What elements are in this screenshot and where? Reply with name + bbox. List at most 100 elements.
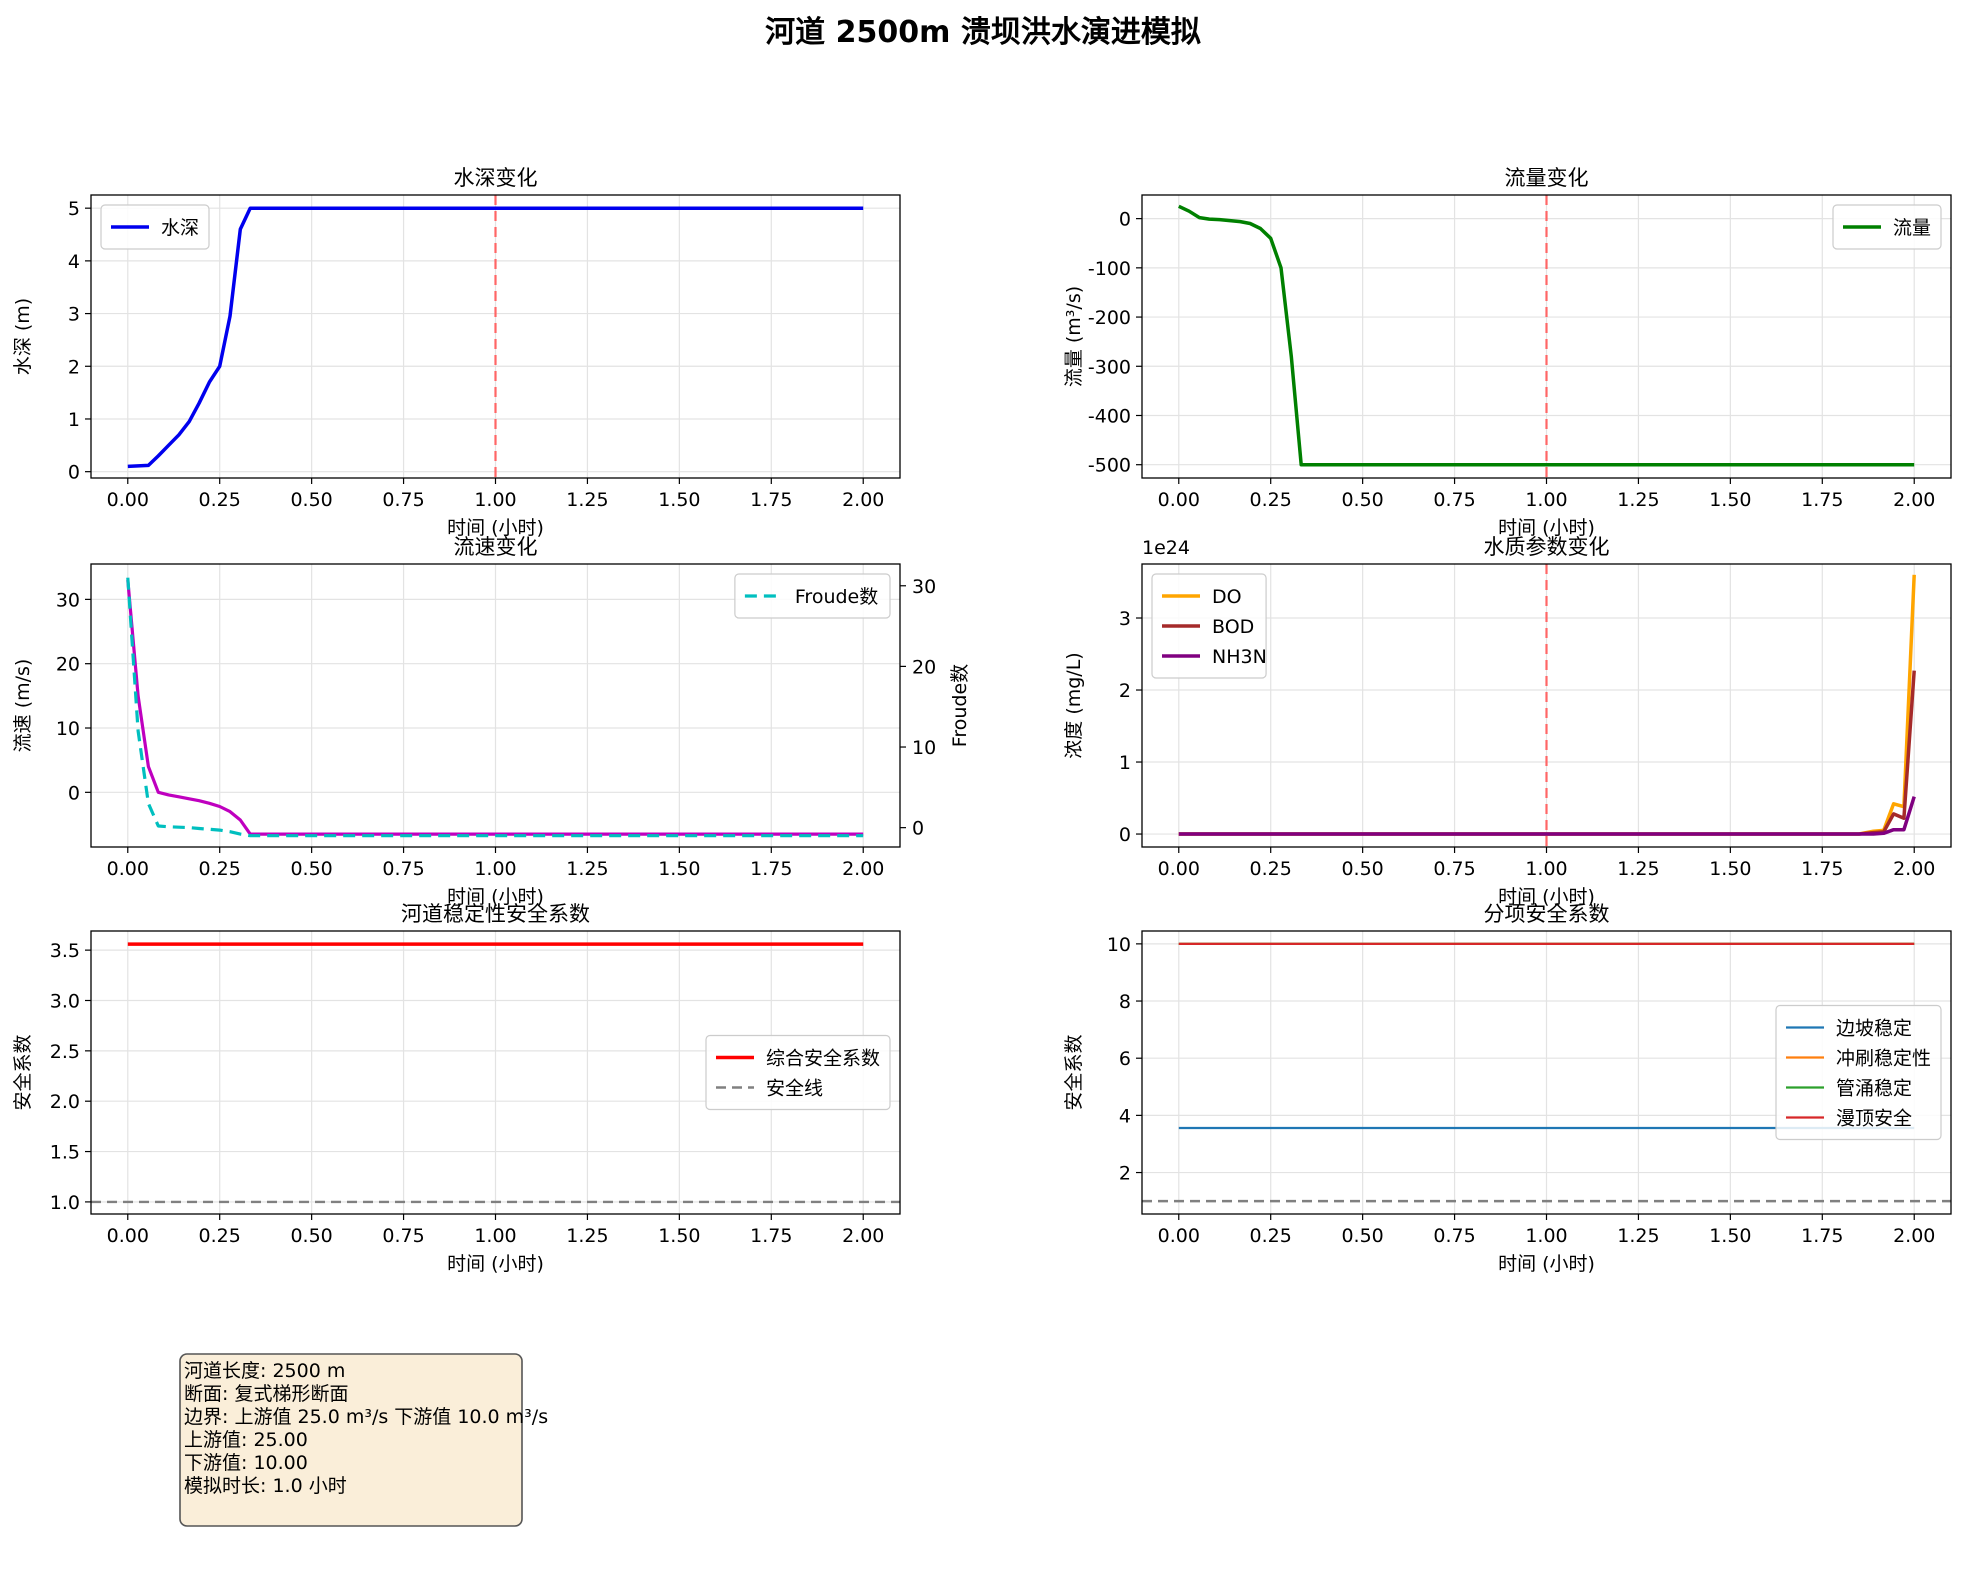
legend-box	[1832, 204, 1942, 250]
y-tick-label: 1	[1119, 752, 1131, 774]
y-axis-label: 浓度 (mg/L)	[1063, 652, 1085, 758]
plot-area	[91, 942, 900, 1204]
x-axis-label: 时间 (小时)	[447, 1253, 544, 1275]
x-tick-label: 0.25	[199, 858, 241, 880]
subplot-p2: 0.00 0.25 0.50 0.75 1.00 1.25 1.50 1.75 2.00 0 -10…	[1063, 166, 1952, 539]
y-tick-label: -300	[1088, 356, 1131, 378]
y-tick-label: 1	[68, 409, 80, 431]
y-axis-label: 安全系数	[12, 1034, 34, 1110]
legend-box	[100, 204, 210, 250]
x-tick-label: 1.75	[1801, 489, 1843, 511]
y-axis-label: 流速 (m/s)	[12, 659, 34, 753]
legend-box	[705, 1034, 891, 1111]
legend-label: 水深	[161, 217, 199, 239]
y-tick-label: 2.5	[50, 1041, 80, 1063]
subplot-p3: 0.00 0.25 0.50 0.75 1.00 1.25 1.50 1.75 2.00 0 10 2…	[12, 535, 971, 908]
y-tick-label: 3.5	[50, 940, 80, 962]
x-tick-label: 0.25	[199, 489, 241, 511]
y-tick-label: 2.0	[50, 1091, 80, 1113]
y-tick-label: 1.5	[50, 1142, 80, 1164]
subplot-title: 河道稳定性安全系数	[401, 902, 590, 926]
legend-label: 流量	[1893, 217, 1931, 239]
x-tick-label: 0.25	[199, 1225, 241, 1247]
x-tick-label: 0.50	[1341, 1225, 1383, 1247]
y-tick-label: -400	[1088, 405, 1131, 427]
legend: 流量	[1832, 204, 1942, 250]
subplot-title: 水深变化	[454, 166, 538, 190]
y-tick-label: 8	[1119, 991, 1131, 1013]
x-tick-label: 2.00	[1893, 1225, 1935, 1247]
legend-box	[1151, 573, 1267, 679]
y-tick-label: 4	[68, 251, 80, 273]
x-tick-label: 1.50	[1709, 858, 1751, 880]
legend-label: 管涌稳定	[1836, 1078, 1912, 1100]
x-tick-label: 1.00	[1525, 1225, 1567, 1247]
x-axis-label: 时间 (小时)	[1498, 886, 1595, 908]
y-tick-label: -200	[1088, 307, 1131, 329]
x-tick-label: 0.75	[1433, 858, 1475, 880]
x-tick-label: 0.75	[1433, 489, 1475, 511]
y-right-tick-label: 30	[912, 576, 936, 598]
x-tick-label: 0.50	[290, 489, 332, 511]
x-tick-label: 1.75	[750, 489, 792, 511]
legend-label: 边坡稳定	[1836, 1018, 1912, 1040]
info-line: 上游值: 25.00	[184, 1429, 308, 1451]
y-right-tick-label: 10	[912, 737, 936, 759]
legend-label: 综合安全系数	[766, 1048, 880, 1070]
legend-label: 安全线	[766, 1078, 823, 1100]
x-tick-label: 1.25	[1617, 1225, 1659, 1247]
x-axis-label: 时间 (小时)	[1498, 517, 1595, 539]
x-tick-label: 0.00	[107, 1225, 149, 1247]
y-axis-label: 水深 (m)	[12, 298, 34, 375]
subplot-title: 流量变化	[1505, 166, 1589, 190]
y-tick-label: -500	[1088, 455, 1131, 477]
info-line: 下游值: 10.00	[184, 1452, 308, 1474]
x-tick-label: 0.75	[1433, 1225, 1475, 1247]
x-tick-label: 0.75	[382, 489, 424, 511]
y-tick-label: 3	[1119, 608, 1131, 630]
y-tick-label: 2	[1119, 680, 1131, 702]
y-axis-label: 安全系数	[1063, 1034, 1085, 1110]
x-tick-label: 1.00	[1525, 489, 1567, 511]
x-tick-label: 1.75	[750, 1225, 792, 1247]
x-tick-label: 0.25	[1250, 489, 1292, 511]
y-right-tick-label: 20	[912, 656, 936, 678]
x-tick-label: 0.50	[1341, 858, 1383, 880]
x-tick-label: 0.25	[1250, 858, 1292, 880]
legend-label: 冲刷稳定性	[1836, 1048, 1931, 1070]
y-right-axis-label: Froude数	[949, 664, 971, 747]
series-line-1	[127, 206, 864, 469]
x-tick-label: 1.25	[566, 1225, 608, 1247]
y-tick-label: 0	[68, 462, 80, 484]
legend-label: BOD	[1212, 616, 1254, 638]
x-tick-label: 1.75	[1801, 858, 1843, 880]
y-tick-label: 1.0	[50, 1192, 80, 1214]
y-tick-label: 0	[1119, 824, 1131, 846]
x-tick-label: 1.25	[1617, 489, 1659, 511]
y-tick-label: 2	[1119, 1163, 1131, 1185]
x-tick-label: 0.50	[290, 1225, 332, 1247]
x-tick-label: 2.00	[1893, 858, 1935, 880]
x-tick-label: 0.00	[107, 489, 149, 511]
x-tick-label: 2.00	[842, 858, 884, 880]
x-axis-label: 时间 (小时)	[447, 517, 544, 539]
subplot-title: 流速变化	[454, 535, 538, 559]
x-tick-label: 1.25	[1617, 858, 1659, 880]
y-tick-label: 4	[1119, 1105, 1131, 1127]
y-tick-label: 6	[1119, 1048, 1131, 1070]
x-tick-label: 0.00	[1158, 1225, 1200, 1247]
legend: DO BOD NH3N	[1151, 573, 1267, 679]
info-line: 边界: 上游值 25.0 m³/s 下游值 10.0 m³/s	[184, 1406, 548, 1428]
legend: 水深	[100, 204, 210, 250]
x-tick-label: 1.50	[1709, 1225, 1751, 1247]
y-tick-label: -100	[1088, 258, 1131, 280]
x-tick-label: 0.25	[1250, 1225, 1292, 1247]
info-line: 河道长度: 2500 m	[184, 1360, 345, 1382]
plot-area	[1178, 195, 1915, 478]
y-tick-label: 2	[68, 356, 80, 378]
subplot-p5: 0.00 0.25 0.50 0.75 1.00 1.25 1.50 1.75 2.00 1.0 1…	[12, 902, 901, 1275]
y-tick-label: 20	[56, 654, 80, 676]
